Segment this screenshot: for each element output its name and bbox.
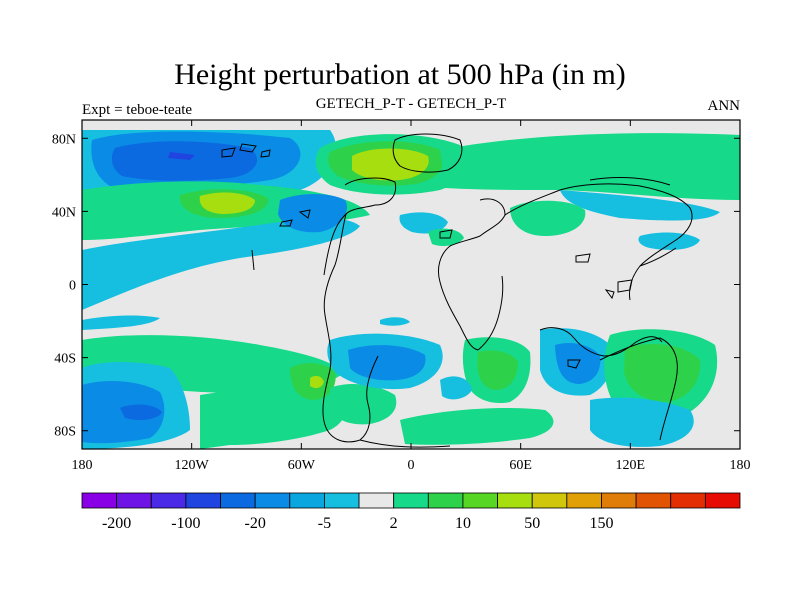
contour-indian-blue2 <box>555 343 601 384</box>
contour-arctic-darkblue <box>111 141 258 181</box>
coastline-island-11 <box>251 249 255 271</box>
y-tick-label: 0 <box>69 279 76 294</box>
colorbar-swatch-0 <box>81 492 118 509</box>
contour-eurasia-cyan3 <box>399 212 448 234</box>
colorbar-swatch-17 <box>670 492 706 509</box>
contour-indian-blue3 <box>440 376 472 400</box>
x-tick-label: 60W <box>288 458 316 473</box>
coastline-island-2 <box>239 143 257 153</box>
coastline-asia-east <box>639 247 677 267</box>
coastline-americas-west <box>323 213 347 276</box>
colorbar-swatch-16 <box>635 492 672 509</box>
coastline-island-9 <box>604 289 615 300</box>
colorbar-swatch-5 <box>254 492 291 509</box>
contour-trop-cyan <box>82 315 160 330</box>
colorbar-label: -100 <box>171 515 200 532</box>
colorbar-label: 50 <box>524 515 540 532</box>
y-tick-label: 80S <box>54 425 76 440</box>
coastline-australia <box>539 327 663 357</box>
colorbar-swatch-9 <box>393 492 429 509</box>
colorbar-swatch-7 <box>324 492 360 509</box>
coastline-americas <box>322 177 397 443</box>
x-axis-ticks: 180 120W 60W 0 60E 120E 180 <box>72 120 751 473</box>
contour-nmid-yellow <box>199 192 255 214</box>
y-tick-label: 40N <box>52 205 76 220</box>
contour-spac-green2 <box>200 388 345 449</box>
y-axis-ticks: 80N 40N 0 40S 80S <box>52 132 740 440</box>
colorbar-label: -5 <box>318 515 331 532</box>
contour-spac-yellow <box>310 375 324 389</box>
colorbar-label: -20 <box>244 515 265 532</box>
colorbar-swatch-18 <box>704 492 741 509</box>
coastline-island-4 <box>298 209 311 219</box>
colorbar-label: 10 <box>455 515 471 532</box>
x-tick-label: 120W <box>175 458 210 473</box>
colorbar-swatch-15 <box>601 492 637 509</box>
experiment-label: Expt = teboe-teate <box>82 102 193 118</box>
contour-fill-layer <box>82 130 740 449</box>
contour-sio-lime <box>624 344 701 402</box>
coastline-antarctica-west <box>359 439 451 448</box>
contour-eurasia-green3 <box>428 228 464 246</box>
x-tick-label: 120E <box>616 458 646 473</box>
coastline-island-6 <box>439 229 453 239</box>
season-label: ANN <box>707 98 741 114</box>
colorbar-label: 150 <box>589 515 613 532</box>
colorbar-swatch-6 <box>289 492 325 509</box>
coastline-island-7 <box>575 253 591 263</box>
contour-arctic-core <box>168 152 195 160</box>
coastline-africa-east <box>477 275 504 351</box>
contour-satl-blue2 <box>348 345 426 381</box>
contour-sio-green <box>400 408 554 445</box>
coastline-americas-south <box>359 355 379 441</box>
coastline-greenland <box>392 133 463 173</box>
y-tick-label: 40S <box>54 352 76 367</box>
coastline-island-10 <box>567 359 581 369</box>
colorbar-swatch-3 <box>185 492 221 509</box>
contour-satl-green <box>330 384 397 425</box>
x-tick-label: 180 <box>72 458 93 473</box>
contour-trop-cyan2 <box>380 317 410 326</box>
contour-npac-blue <box>278 194 348 233</box>
contour-eurasia-cyan <box>560 190 720 221</box>
model-label: GETECH_P-T - GETECH_P-T <box>315 96 507 112</box>
colorbar-swatch-12 <box>497 492 533 509</box>
coastline-island-3 <box>260 149 271 158</box>
colorbar: -200 -100 -20 -5 2 10 50 150 <box>81 492 741 532</box>
contour-indian-lime <box>477 350 518 390</box>
contour-eurasia-cyan2 <box>638 232 700 250</box>
y-tick-label: 80N <box>52 132 76 147</box>
contour-natl-yellow <box>352 148 429 181</box>
colorbar-label: -200 <box>102 515 131 532</box>
colorbar-swatch-10 <box>427 492 464 509</box>
colorbar-swatch-1 <box>116 492 152 509</box>
x-tick-label: 0 <box>408 458 415 473</box>
colorbar-swatch-8 <box>358 492 395 509</box>
colorbar-label: 2 <box>390 515 398 532</box>
coastline-island-5 <box>279 219 293 227</box>
coastline-layer <box>221 133 693 448</box>
colorbar-swatch-2 <box>150 492 187 509</box>
coastline-asia-north <box>589 177 671 186</box>
coastline-island-1 <box>221 147 236 158</box>
contour-npac-cyan <box>82 218 360 310</box>
contour-spac-blue-core <box>120 404 162 420</box>
x-tick-label: 180 <box>730 458 751 473</box>
plot-title: Height perturbation at 500 hPa (in m) <box>174 58 626 91</box>
colorbar-swatch-11 <box>462 492 498 509</box>
colorbar-swatch-4 <box>220 492 256 509</box>
colorbar-swatch-13 <box>531 492 568 509</box>
coastline-island-8 <box>617 279 633 293</box>
colorbar-swatch-14 <box>566 492 602 509</box>
x-tick-label: 60E <box>509 458 532 473</box>
contour-eurasia-green2 <box>510 200 586 236</box>
coastline-antarctica-east <box>599 337 678 441</box>
